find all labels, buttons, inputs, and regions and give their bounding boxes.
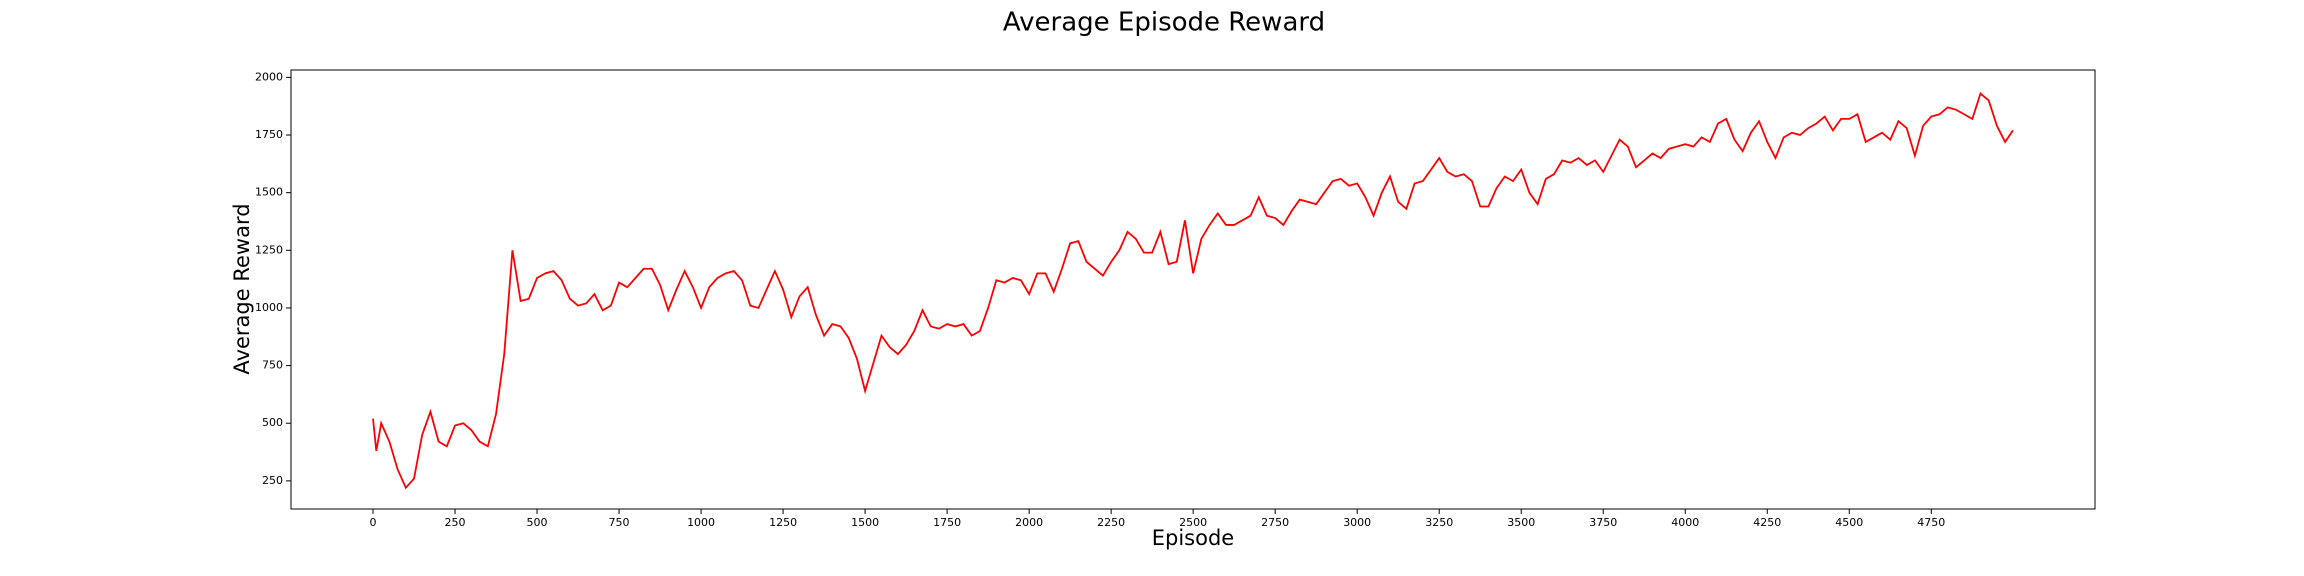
x-tick-label: 4750 — [1917, 516, 1945, 529]
x-tick-label: 2250 — [1097, 516, 1125, 529]
plot-frame — [290, 69, 2096, 510]
x-tick-label: 3750 — [1589, 516, 1617, 529]
x-tick-label: 0 — [370, 516, 377, 529]
x-tick-label: 4500 — [1835, 516, 1863, 529]
x-tick-label: 3250 — [1425, 516, 1453, 529]
x-tick-label: 2000 — [1015, 516, 1043, 529]
y-tick-label: 2000 — [255, 70, 283, 83]
y-tick-label: 1750 — [255, 128, 283, 141]
x-tick-label: 2500 — [1179, 516, 1207, 529]
y-tick-label: 250 — [262, 474, 283, 487]
x-tick-label: 1250 — [769, 516, 797, 529]
x-tick-label: 500 — [527, 516, 548, 529]
x-tick-label: 250 — [445, 516, 466, 529]
x-tick-label: 1000 — [687, 516, 715, 529]
y-tick-label: 1000 — [255, 301, 283, 314]
x-tick-label: 3500 — [1507, 516, 1535, 529]
x-tick-label: 3000 — [1343, 516, 1371, 529]
y-tick-label: 1250 — [255, 243, 283, 256]
x-tick-label: 1750 — [933, 516, 961, 529]
x-tick-label: 750 — [609, 516, 630, 529]
y-tick-label: 750 — [262, 359, 283, 372]
x-tick-label: 1500 — [851, 516, 879, 529]
reward-line — [372, 91, 2014, 490]
x-tick-label: 4000 — [1671, 516, 1699, 529]
y-tick-label: 1500 — [255, 186, 283, 199]
y-tick-label: 500 — [262, 416, 283, 429]
chart-title: Average Episode Reward — [1003, 8, 1325, 38]
x-tick-label: 4250 — [1753, 516, 1781, 529]
x-axis-label: Episode — [1152, 526, 1234, 550]
x-tick-label: 2750 — [1261, 516, 1289, 529]
y-axis-label: Average Reward — [230, 203, 254, 374]
